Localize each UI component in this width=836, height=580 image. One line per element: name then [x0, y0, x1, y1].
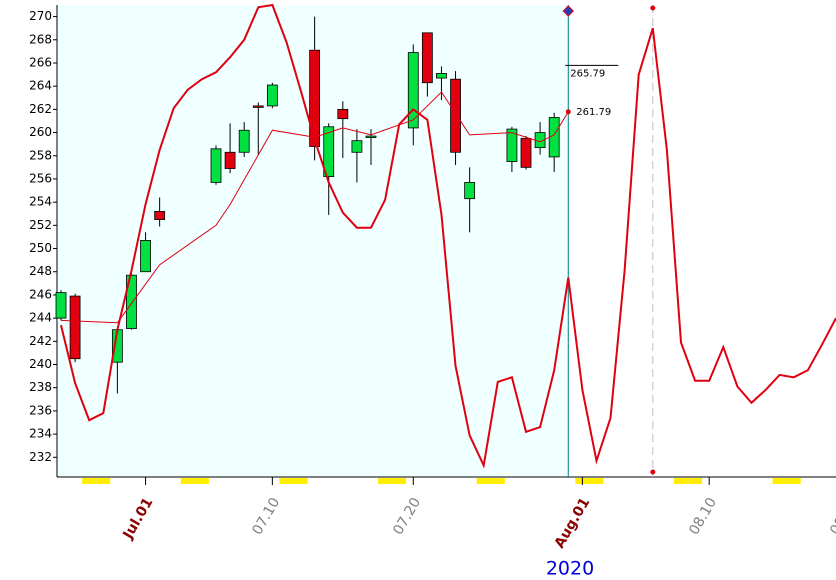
y-tick-label: 268 [29, 32, 52, 46]
candle-body [407, 52, 419, 129]
y-tick-label: 248 [29, 264, 52, 278]
y-tick-label: 258 [29, 148, 52, 162]
y-tick-label: 246 [29, 287, 52, 301]
y-tick-label: 264 [29, 79, 52, 93]
cursor-diamond [562, 5, 574, 17]
weekend-marker [378, 478, 393, 484]
candle-body [365, 135, 377, 138]
value-marker [565, 109, 571, 115]
candle-body [238, 129, 250, 153]
y-tick-label: 262 [29, 102, 52, 116]
y-tick-label: 260 [29, 125, 52, 139]
weekend-marker [490, 478, 505, 484]
weekend-marker [293, 478, 308, 484]
y-tick-label: 240 [29, 357, 52, 371]
value-label: 261.79 [576, 107, 611, 118]
vline-end-dot [650, 5, 656, 11]
candle-body [55, 292, 67, 319]
y-tick-label: 270 [29, 9, 52, 23]
candle-body [309, 49, 321, 147]
weekend-marker [82, 478, 97, 484]
candle-body [351, 140, 363, 153]
weekend-marker [180, 478, 195, 484]
y-tick-label: 234 [29, 427, 52, 441]
vline-end-dot [650, 469, 656, 475]
candle-body [252, 105, 264, 108]
weekend-marker [194, 478, 209, 484]
y-tick-label: 232 [29, 450, 52, 464]
candle-body [154, 211, 166, 220]
candle-body [266, 84, 278, 107]
y-tick-label: 256 [29, 171, 52, 185]
indicator-line [60, 91, 569, 324]
weekend-marker [476, 478, 491, 484]
candle-body [506, 128, 518, 162]
y-tick-label: 250 [29, 241, 52, 255]
weekend-marker [786, 478, 801, 484]
value-label: 265.79 [570, 68, 605, 79]
candle-body [210, 148, 222, 183]
weekend-marker [688, 478, 703, 484]
candle-body [337, 108, 349, 120]
y-tick-label: 252 [29, 218, 52, 232]
candle-body [464, 182, 476, 200]
candle-body [520, 137, 532, 168]
candle-body [140, 240, 151, 273]
weekend-marker [674, 478, 688, 484]
y-tick-label: 244 [29, 311, 52, 325]
candle-body [126, 274, 137, 329]
weekend-marker [279, 478, 294, 484]
weekend-marker [96, 478, 111, 484]
y-tick-label: 266 [29, 55, 52, 69]
y-tick-label: 236 [29, 403, 52, 417]
y-tick-label: 242 [29, 334, 52, 348]
candle-body [421, 32, 433, 84]
candle-body [69, 295, 81, 360]
candle-body [450, 78, 461, 153]
y-tick-label: 254 [29, 195, 52, 209]
candle-body [436, 73, 447, 79]
weekend-marker [392, 478, 407, 484]
weekend-marker [589, 478, 604, 484]
candle-body [224, 151, 236, 169]
weekend-marker [772, 478, 787, 484]
candle-body [548, 117, 560, 158]
indicator-line [60, 3, 836, 469]
candle-body [323, 126, 335, 178]
y-tick-label: 238 [29, 380, 52, 394]
year-label: 2020 [546, 558, 594, 580]
